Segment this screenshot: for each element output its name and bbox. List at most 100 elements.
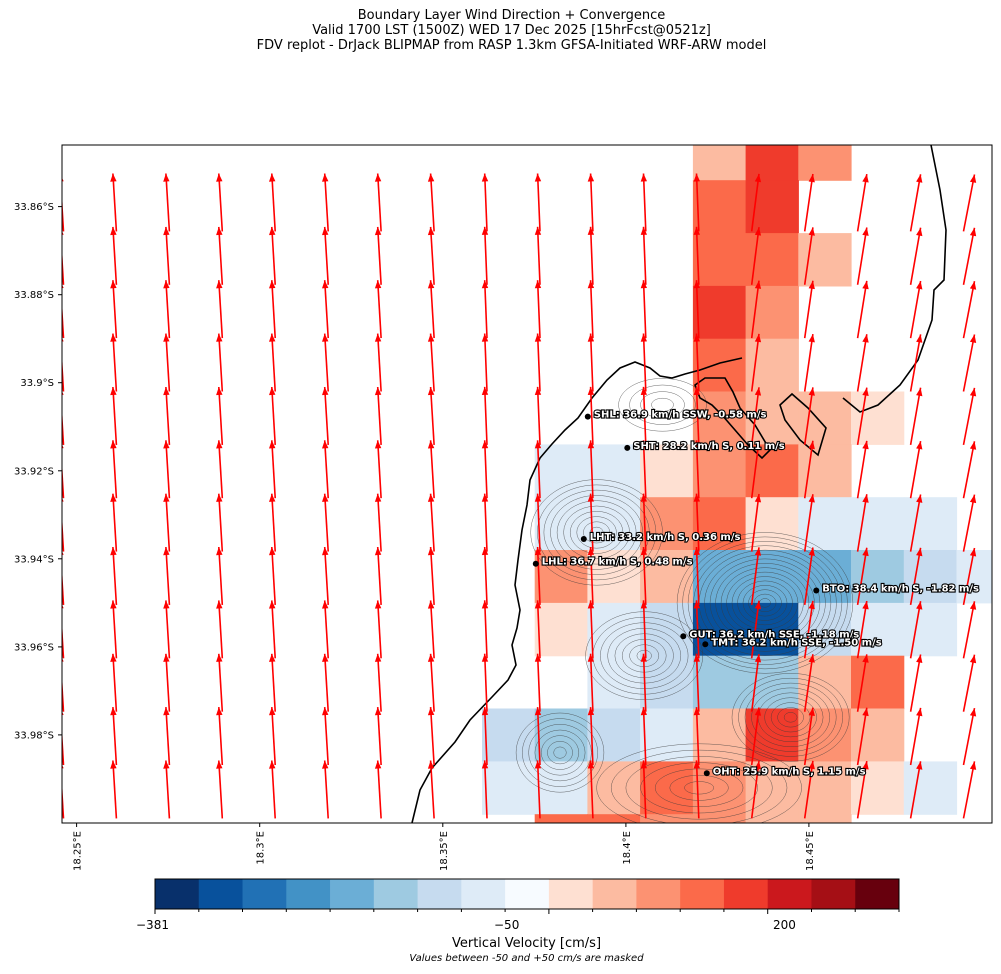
vertical-velocity-cells [482,145,992,823]
wind-arrow [587,493,595,552]
wind-arrow [427,760,435,819]
terrain-contour [753,593,777,612]
wind-arrow [62,764,65,819]
wind-arrow [110,173,118,232]
colorbar-mid-label: −50 [494,918,520,932]
colorbar-high-label: 200 [773,918,796,932]
wind-arrow [62,657,65,712]
wind-arrow [803,494,815,552]
colorbar-swatch [767,879,812,909]
wind-arrow [693,440,700,499]
wind-arrow [856,387,869,446]
wind-arrow [481,707,489,766]
wind-arrow [427,386,435,445]
wind-arrow [640,386,647,445]
station-marker-tmt[interactable] [702,641,709,648]
terrain-contour [731,673,850,762]
terrain-contour [684,781,714,795]
terrain-contour [687,541,843,665]
wind-arrow [962,707,977,766]
wind-arrow [427,493,435,552]
wind-arrow [693,546,700,605]
terrain-contour [715,563,815,643]
wind-arrow [750,547,762,606]
terrain-contour [751,687,830,747]
wind-arrow [803,387,815,446]
terrain-contour [748,589,782,617]
terrain-contour [540,735,580,770]
terrain-contour [640,391,685,419]
wind-arrow [110,333,118,392]
wind-arrow [110,760,118,819]
colorbar-swatch [680,879,725,909]
velocity-cell [640,444,694,498]
wind-arrow [693,386,700,445]
wind-arrow [909,174,923,232]
wind-arrow [803,440,815,499]
wind-arrow [693,493,700,552]
y-axis: 33.86°S 33.88°S 33.9°S 33.92°S 33.94°S 33.96°… [14,202,62,741]
wind-arrow [587,280,595,339]
wind-arrow [427,280,435,339]
x-tick-label: 18.4°E [622,831,633,865]
wind-arrow [374,760,382,819]
wind-arrow [481,226,489,285]
wind-arrow [640,600,647,659]
wind-vectors [62,173,977,819]
station-marker-gut[interactable] [680,633,687,640]
terrain-contour [682,536,848,670]
velocity-cell [640,708,694,762]
velocity-cell [640,761,694,815]
wind-arrow [856,334,869,392]
wind-arrow [534,760,542,819]
terrain-contour [537,484,657,581]
station-marker-lhl[interactable] [532,560,539,567]
wind-arrow [909,761,923,819]
wind-arrow [62,711,65,766]
station-marker-lht[interactable] [580,536,587,542]
station-label-lhl: LHL: 36.7 km/h S, 0.48 m/s [542,557,693,568]
wind-arrow [216,280,224,339]
station-marker-shl[interactable] [584,413,591,420]
wind-arrow [269,173,276,232]
wind-arrow [693,280,700,339]
velocity-cell [587,708,641,762]
velocity-cell [745,814,799,823]
wind-arrow [803,654,815,712]
wind-arrow [909,601,923,659]
wind-arrow [909,280,923,339]
station-marker-oht[interactable] [703,770,710,777]
wind-arrow [640,440,647,499]
wind-arrow [163,600,171,659]
wind-arrow [322,493,329,552]
coastline-west [411,357,743,823]
wind-arrow [534,653,542,712]
wind-arrow [163,386,171,445]
wind-arrow [534,546,542,605]
wind-arrow [962,547,977,606]
velocity-cell [587,761,641,815]
wind-arrow [374,546,382,605]
station-marker-sht[interactable] [624,444,631,451]
wind-arrow [640,173,647,232]
wind-arrow [750,440,762,499]
terrain-contour [596,743,802,823]
wind-arrow [62,391,65,445]
wind-arrow [322,546,329,605]
wind-arrow [374,333,382,392]
wind-arrow [427,173,435,232]
colorbar-swatch [330,879,375,909]
terrain-contour [563,505,630,560]
velocity-cell [745,708,799,762]
wind-arrow [962,174,977,232]
wind-arrow [856,494,869,552]
wind-arrow [481,333,489,392]
wind-arrow [640,707,647,766]
wind-arrow [481,493,489,552]
wind-arrow [534,493,542,552]
coastline-east [842,145,947,413]
velocity-cell [482,708,536,762]
velocity-cell [587,655,641,710]
station-marker-bto[interactable] [813,587,820,594]
colorbar-swatch [417,879,462,909]
